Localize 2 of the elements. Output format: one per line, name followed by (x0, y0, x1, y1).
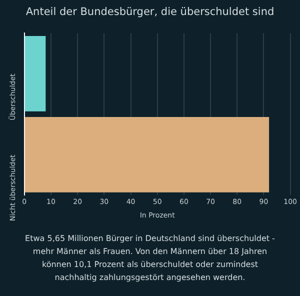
text: Etwa 5,65 Millionen Bürger in Deutschland sind überschuldet - mehr Männer als Frauen. Von den Männern über 18 Jahren können 10,1 Prozent als überschuldet oder zumindest nachhaltig zahlungsgestört angesehen werden. (24, 233, 276, 284)
chart-title: Anteil der Bundesbürger, die überschuldet sind (24, 5, 276, 20)
